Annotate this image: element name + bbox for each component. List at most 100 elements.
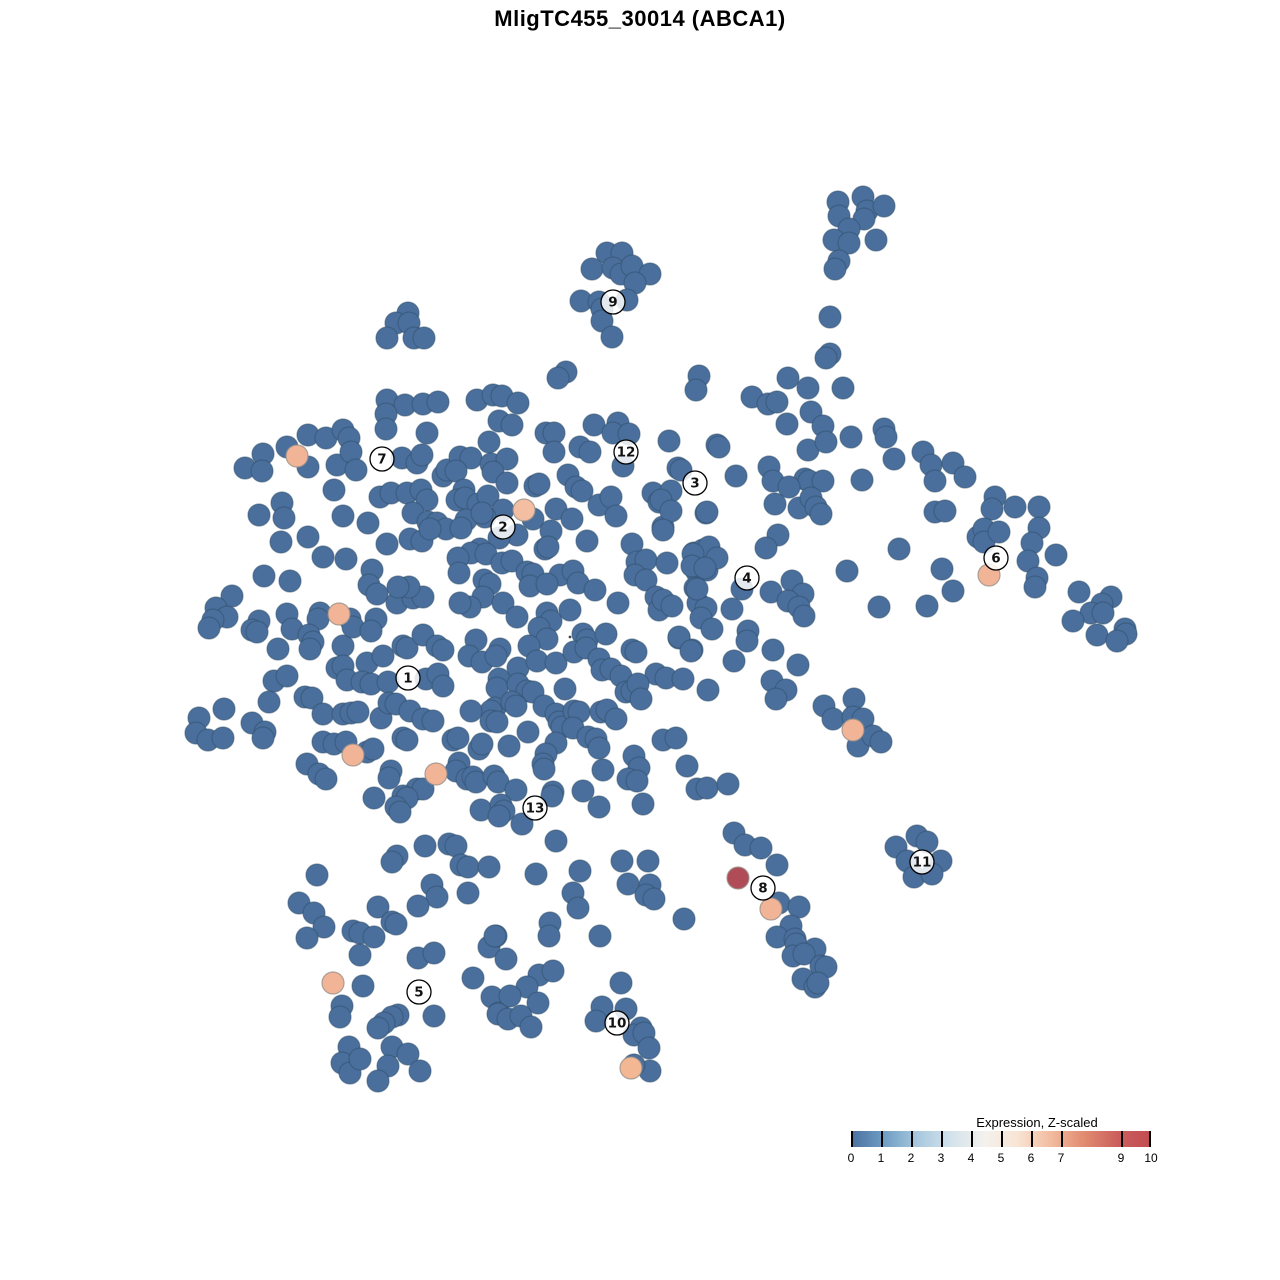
data-point bbox=[362, 925, 386, 949]
data-point bbox=[765, 853, 789, 877]
data-point bbox=[380, 850, 404, 874]
legend-tick-mark bbox=[1149, 1131, 1151, 1147]
data-point bbox=[412, 326, 436, 350]
data-point bbox=[580, 257, 604, 281]
data-point bbox=[980, 497, 1004, 521]
data-point bbox=[266, 637, 290, 661]
data-point bbox=[395, 728, 419, 752]
data-point bbox=[211, 726, 235, 750]
cluster-label-text: 7 bbox=[377, 452, 386, 468]
legend-tick-label: 2 bbox=[907, 1151, 915, 1165]
data-point bbox=[754, 536, 778, 560]
data-point bbox=[413, 834, 437, 858]
data-point bbox=[821, 707, 845, 731]
data-point bbox=[470, 501, 494, 525]
cluster-label-text: 10 bbox=[608, 1016, 627, 1032]
data-point bbox=[1085, 623, 1109, 647]
data-point bbox=[359, 619, 383, 643]
data-point bbox=[410, 443, 434, 467]
cluster-label-10: 10 bbox=[604, 1010, 630, 1036]
legend-tick-label: 6 bbox=[1027, 1151, 1035, 1165]
data-point bbox=[587, 795, 611, 819]
data-points bbox=[184, 185, 1138, 1093]
data-point bbox=[587, 736, 611, 760]
highlight-point bbox=[341, 743, 365, 767]
data-point bbox=[500, 413, 524, 437]
data-point bbox=[361, 737, 385, 761]
data-point bbox=[600, 325, 624, 349]
data-point bbox=[516, 720, 540, 744]
data-point bbox=[624, 640, 648, 664]
data-point bbox=[923, 469, 947, 493]
data-point bbox=[544, 829, 568, 853]
speck-point bbox=[568, 635, 572, 639]
highlight-point bbox=[619, 1056, 643, 1080]
data-point bbox=[1067, 580, 1091, 604]
data-point bbox=[311, 702, 335, 726]
data-point bbox=[426, 390, 450, 414]
cluster-label-text: 6 bbox=[991, 551, 1000, 567]
legend-tick-mark bbox=[971, 1131, 973, 1147]
highlight-point bbox=[512, 498, 536, 522]
data-point bbox=[269, 530, 293, 554]
data-point bbox=[421, 709, 445, 733]
legend-tick-label: 0 bbox=[847, 1151, 855, 1165]
cluster-label-text: 5 bbox=[414, 985, 423, 1001]
data-point bbox=[584, 1009, 608, 1033]
data-point bbox=[386, 575, 410, 599]
data-point bbox=[720, 597, 744, 621]
data-point bbox=[796, 376, 820, 400]
data-point bbox=[867, 595, 891, 619]
data-point bbox=[422, 1004, 446, 1028]
data-point bbox=[504, 778, 528, 802]
cluster-label-7: 7 bbox=[369, 446, 395, 472]
data-point bbox=[526, 991, 550, 1015]
data-point bbox=[366, 1069, 390, 1093]
cluster-label-11: 11 bbox=[909, 849, 935, 875]
data-point bbox=[872, 194, 896, 218]
data-point bbox=[312, 915, 336, 939]
cluster-label-text: 8 bbox=[758, 881, 767, 897]
legend-tick-mark bbox=[1031, 1131, 1033, 1147]
legend-tick-mark bbox=[941, 1131, 943, 1147]
data-point bbox=[251, 726, 275, 750]
data-point bbox=[604, 504, 628, 528]
data-point bbox=[707, 435, 731, 459]
legend-tick-mark bbox=[911, 1131, 913, 1147]
data-point bbox=[278, 569, 302, 593]
data-point bbox=[447, 561, 471, 585]
data-point bbox=[588, 924, 612, 948]
cluster-label-12: 12 bbox=[613, 439, 639, 465]
cluster-label-8: 8 bbox=[750, 875, 776, 901]
data-point bbox=[396, 1042, 420, 1066]
data-point bbox=[696, 678, 720, 702]
data-point bbox=[495, 471, 519, 495]
data-point bbox=[655, 551, 679, 575]
legend-tick-label: 4 bbox=[967, 1151, 975, 1165]
data-point bbox=[532, 757, 556, 781]
cluster-label-6: 6 bbox=[983, 545, 1009, 571]
data-point bbox=[314, 767, 338, 791]
data-point bbox=[560, 507, 584, 531]
data-point bbox=[483, 924, 507, 948]
cluster-label-2: 2 bbox=[490, 514, 516, 540]
data-point bbox=[695, 500, 719, 524]
data-point bbox=[609, 971, 633, 995]
cluster-label-circle bbox=[406, 979, 432, 1005]
data-point bbox=[351, 974, 375, 998]
data-point bbox=[375, 532, 399, 556]
data-point bbox=[1003, 495, 1027, 519]
data-point bbox=[497, 734, 521, 758]
data-point bbox=[527, 472, 551, 496]
data-point bbox=[374, 417, 398, 441]
data-point bbox=[348, 943, 372, 967]
legend-tick-mark bbox=[1121, 1131, 1123, 1147]
data-point bbox=[651, 518, 675, 542]
data-point bbox=[636, 849, 660, 873]
data-point bbox=[536, 535, 560, 559]
cluster-label-text: 11 bbox=[913, 855, 932, 871]
data-point bbox=[365, 582, 389, 606]
data-point bbox=[484, 644, 508, 668]
data-point bbox=[953, 465, 977, 489]
data-point bbox=[362, 786, 386, 810]
